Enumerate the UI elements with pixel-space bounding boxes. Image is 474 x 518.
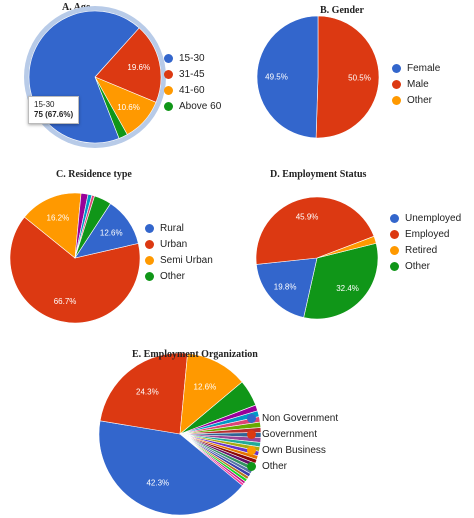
legend-swatch-icon (247, 413, 256, 423)
legend-swatch-icon (145, 271, 154, 281)
legend-swatch-icon (164, 85, 173, 95)
legend-label: Non Government (262, 412, 339, 424)
legend-employment-status: Unemployed Employed Retired Other (390, 210, 461, 274)
legend-item[interactable]: Other (247, 458, 338, 474)
legend-item[interactable]: Retired (390, 242, 461, 258)
legend-label: Semi Urban (160, 254, 213, 266)
pie-slice-government[interactable] (99, 352, 188, 435)
legend-swatch-icon (145, 255, 154, 265)
legend-swatch-icon (390, 245, 399, 255)
chart-title-gender: B. Gender (320, 5, 364, 16)
legend-swatch-icon (164, 53, 173, 63)
legend-swatch-icon (164, 69, 173, 79)
legend-item[interactable]: Other (392, 92, 440, 108)
pie-tooltip: 15-30 75 (67.6%) (28, 96, 80, 124)
legend-swatch-icon (145, 223, 154, 233)
legend-swatch-icon (390, 261, 399, 271)
legend-item[interactable]: 41-60 (164, 82, 221, 98)
legend-item[interactable]: Employed (390, 226, 461, 242)
legend-item[interactable]: Male (392, 76, 440, 92)
pie-slice-urban[interactable] (9, 216, 141, 324)
legend-gender: Female Male Other (392, 60, 440, 108)
chart-title-employment-organization: E. Employment Organization (132, 349, 258, 360)
legend-label: 41-60 (179, 84, 205, 96)
legend-swatch-icon (390, 229, 399, 239)
legend-item[interactable]: Rural (145, 220, 213, 236)
pie-slice-rural[interactable] (74, 203, 139, 259)
legend-label: Other (262, 460, 288, 472)
legend-label: Rural (160, 222, 184, 234)
legend-item[interactable]: 31-45 (164, 66, 221, 82)
legend-label: Government (262, 428, 318, 440)
chart-title-employment-status: D. Employment Status (270, 169, 367, 180)
legend-item[interactable]: 15-30 (164, 50, 221, 66)
legend-label: Other (160, 270, 186, 282)
legend-age: 15-30 31-45 41-60 Above 60 (164, 50, 221, 114)
pie-slice-other[interactable] (303, 242, 379, 320)
legend-item[interactable]: Non Government (247, 410, 338, 426)
pie-slice-non-government[interactable] (98, 420, 243, 516)
legend-item[interactable]: Urban (145, 236, 213, 252)
legend-label: Other (405, 260, 431, 272)
legend-swatch-icon (390, 213, 399, 223)
legend-swatch-icon (247, 429, 256, 439)
legend-swatch-icon (392, 63, 401, 73)
pie-slice-male[interactable] (315, 15, 380, 139)
pie-slice-female[interactable] (256, 15, 319, 139)
legend-item[interactable]: Female (392, 60, 440, 76)
legend-label: Male (407, 78, 429, 90)
legend-label: Above 60 (179, 100, 222, 112)
tooltip-value: 75 (67.6%) (34, 110, 74, 119)
legend-employment-organization: Non Government Government Own Business Othe… (247, 410, 338, 474)
legend-item[interactable]: Government (247, 426, 338, 442)
legend-swatch-icon (145, 239, 154, 249)
legend-item[interactable]: Unemployed (390, 210, 461, 226)
legend-swatch-icon (247, 461, 256, 471)
legend-swatch-icon (392, 79, 401, 89)
legend-swatch-icon (247, 445, 256, 455)
legend-label: 31-45 (179, 68, 205, 80)
tooltip-label: 15-30 (34, 100, 55, 109)
legend-item[interactable]: Semi Urban (145, 252, 213, 268)
legend-item[interactable]: Own Business (247, 442, 338, 458)
pie-slice-retired[interactable] (316, 235, 377, 259)
legend-residence: Rural Urban Semi Urban Other (145, 220, 213, 284)
pie-slice-semi-urban[interactable] (24, 192, 82, 259)
legend-item[interactable]: Other (145, 268, 213, 284)
legend-label: 15-30 (179, 52, 205, 64)
legend-label: Employed (405, 228, 450, 240)
legend-label: Urban (160, 238, 188, 250)
legend-label: Own Business (262, 444, 326, 456)
legend-label: Other (407, 94, 433, 106)
legend-swatch-icon (392, 95, 401, 105)
legend-item[interactable]: Above 60 (164, 98, 221, 114)
legend-label: Female (407, 62, 441, 74)
pie-slice-employed[interactable] (255, 196, 375, 265)
chart-title-residence: C. Residence type (56, 169, 132, 180)
pie-slice-own-business[interactable] (179, 353, 243, 435)
legend-label: Retired (405, 244, 438, 256)
legend-swatch-icon (164, 101, 173, 111)
legend-item[interactable]: Other (390, 258, 461, 274)
legend-label: Unemployed (405, 212, 462, 224)
pie-slice-unemployed[interactable] (256, 257, 318, 318)
